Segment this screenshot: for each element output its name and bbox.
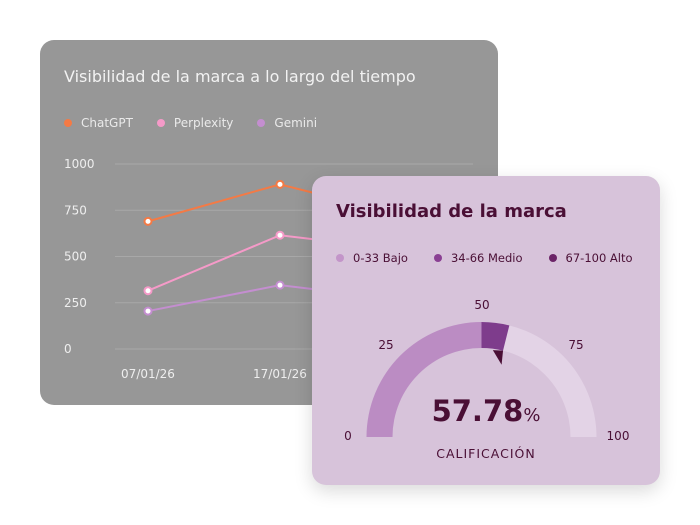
legend-item-alto: 67-100 Alto [548,251,633,265]
legend-item-chatgpt[interactable]: ChatGPT [64,116,133,130]
score-value: 57.78 [431,394,524,428]
score-label: CALIFICACIÓN [436,446,536,461]
legend-item-medio: 34-66 Medio [433,251,523,265]
legend-item-perplexity[interactable]: Perplexity [156,116,234,130]
x-tick-label: 07/01/26 [121,367,175,381]
bajo-dot-icon [336,254,344,262]
legend-label: ChatGPT [81,116,133,130]
legend-item-gemini[interactable]: Gemini [257,116,317,130]
gauge-fill-value [481,322,510,351]
legend-label: 67-100 Alto [565,251,633,265]
data-point-chatgpt [275,179,285,189]
perplexity-dot-icon [156,119,165,127]
data-point-chatgpt [143,216,153,226]
gauge-tick-label: 75 [568,338,583,352]
legend-label: Perplexity [173,116,234,130]
gauge-title: Visibilidad de la marca [336,201,567,222]
y-tick-label: 0 [64,342,72,356]
gauge-legend: 0-33 Bajo 34-66 Medio 67-100 Alto [336,251,659,265]
gemini-dot-icon [257,119,266,127]
gauge-tick-label: 50 [474,298,489,312]
y-tick-label: 750 [64,203,87,217]
y-tick-label: 1000 [64,157,95,171]
data-point-perplexity [275,230,285,240]
legend-label: Gemini [274,116,318,130]
data-point-perplexity [143,286,153,296]
data-point-gemini [143,306,153,316]
gauge-track [481,322,597,437]
gauge-tick-label: 25 [378,338,393,352]
gauge-tick-label: 100 [607,429,630,443]
legend-label: 34-66 Medio [450,251,523,265]
gauge-tick-label: 0 [344,429,352,443]
alto-dot-icon [548,254,557,262]
medio-dot-icon [433,254,442,262]
legend-label: 0-33 Bajo [353,251,408,265]
x-tick-label: 17/01/26 [253,367,307,381]
y-tick-label: 500 [64,250,87,264]
time-chart-legend: ChatGPT Perplexity Gemini [64,116,341,130]
chatgpt-dot-icon [64,119,72,127]
data-point-gemini [275,280,285,290]
time-chart-title: Visibilidad de la marca a lo largo del t… [64,67,416,86]
gauge-pointer-icon [492,350,504,365]
y-tick-label: 250 [64,296,87,310]
gauge-score: 57.78% [312,394,660,428]
score-unit: % [523,405,541,426]
legend-item-bajo: 0-33 Bajo [336,251,408,265]
gauge-fill-base [366,322,482,437]
